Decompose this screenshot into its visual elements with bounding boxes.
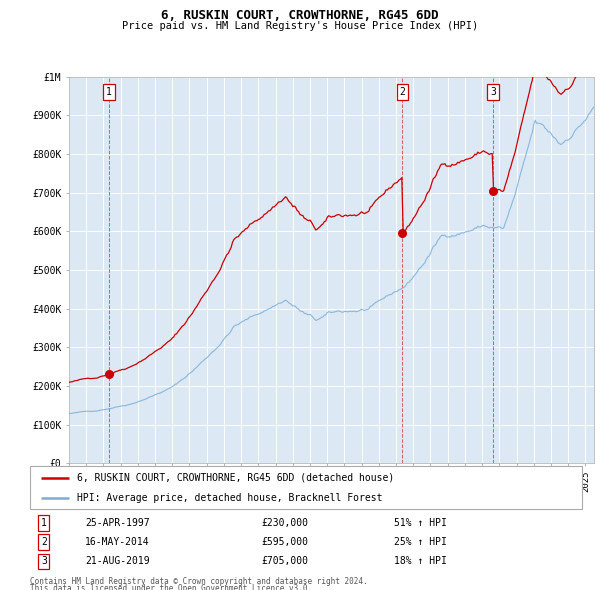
Text: 25-APR-1997: 25-APR-1997 (85, 518, 150, 528)
Text: 2: 2 (400, 87, 406, 97)
Text: 21-AUG-2019: 21-AUG-2019 (85, 556, 150, 566)
Text: 2: 2 (41, 537, 47, 547)
Text: £230,000: £230,000 (262, 518, 309, 528)
Text: Contains HM Land Registry data © Crown copyright and database right 2024.: Contains HM Land Registry data © Crown c… (30, 577, 368, 586)
Text: £595,000: £595,000 (262, 537, 309, 547)
Text: 6, RUSKIN COURT, CROWTHORNE, RG45 6DD: 6, RUSKIN COURT, CROWTHORNE, RG45 6DD (161, 9, 439, 22)
Text: This data is licensed under the Open Government Licence v3.0.: This data is licensed under the Open Gov… (30, 584, 312, 590)
Text: 51% ↑ HPI: 51% ↑ HPI (394, 518, 447, 528)
Text: 1: 1 (106, 87, 112, 97)
Text: 18% ↑ HPI: 18% ↑ HPI (394, 556, 447, 566)
FancyBboxPatch shape (30, 466, 582, 509)
Text: 6, RUSKIN COURT, CROWTHORNE, RG45 6DD (detached house): 6, RUSKIN COURT, CROWTHORNE, RG45 6DD (d… (77, 473, 394, 483)
Text: 25% ↑ HPI: 25% ↑ HPI (394, 537, 447, 547)
Text: 16-MAY-2014: 16-MAY-2014 (85, 537, 150, 547)
Text: 3: 3 (41, 556, 47, 566)
Text: Price paid vs. HM Land Registry's House Price Index (HPI): Price paid vs. HM Land Registry's House … (122, 21, 478, 31)
Text: HPI: Average price, detached house, Bracknell Forest: HPI: Average price, detached house, Brac… (77, 493, 382, 503)
Text: £705,000: £705,000 (262, 556, 309, 566)
Text: 3: 3 (490, 87, 496, 97)
Text: 1: 1 (41, 518, 47, 528)
